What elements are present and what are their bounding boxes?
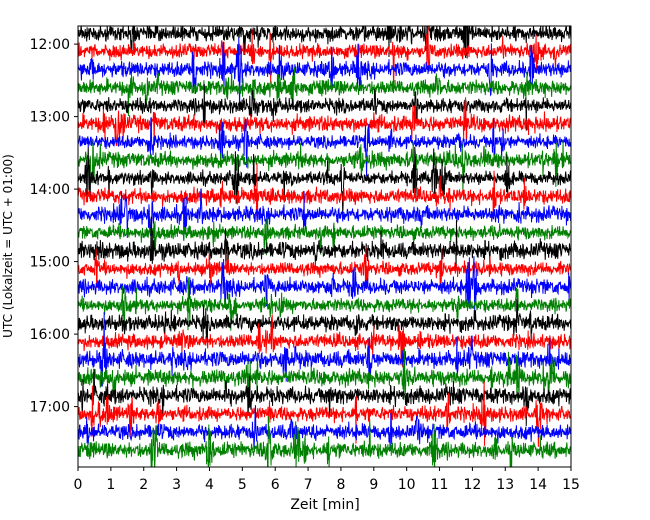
x-tick-label: 2 bbox=[139, 477, 148, 493]
y-tick-label: 13:00 bbox=[30, 110, 70, 126]
trace-line bbox=[78, 188, 571, 240]
trace-line bbox=[78, 216, 571, 270]
trace-line bbox=[78, 314, 571, 368]
trace-line bbox=[78, 368, 571, 427]
x-tick-label: 6 bbox=[271, 477, 280, 493]
x-tick-label: 8 bbox=[336, 477, 345, 493]
x-axis-label: Zeit [min] bbox=[290, 497, 359, 513]
y-tick-label: 14:00 bbox=[30, 182, 70, 198]
x-tick-label: 13 bbox=[496, 477, 514, 493]
x-tick-label: 10 bbox=[398, 477, 416, 493]
trace-line bbox=[78, 140, 571, 193]
traces-group bbox=[78, 26, 571, 467]
trace-line bbox=[78, 146, 571, 215]
trace-line bbox=[78, 381, 571, 447]
x-tick-label: 15 bbox=[562, 477, 580, 493]
x-tick-label: 9 bbox=[369, 477, 378, 493]
x-tick-label: 4 bbox=[205, 477, 214, 493]
x-tick-label: 11 bbox=[431, 477, 449, 493]
x-tick-label: 14 bbox=[529, 477, 547, 493]
trace-line bbox=[78, 299, 571, 346]
trace-line bbox=[78, 246, 571, 290]
x-tick-label: 5 bbox=[238, 477, 247, 493]
trace-line bbox=[78, 256, 571, 311]
trace-line bbox=[78, 37, 571, 111]
y-tick-label: 12:00 bbox=[30, 37, 70, 53]
trace-line bbox=[78, 83, 571, 131]
trace-line bbox=[78, 26, 571, 87]
trace-line bbox=[78, 405, 571, 452]
trace-line bbox=[78, 26, 571, 59]
plot-frame bbox=[77, 25, 572, 468]
trace-line bbox=[78, 67, 571, 117]
y-axis: 12:00 13:00 14:00 15:00 16:00 17:00 bbox=[30, 37, 78, 416]
y-axis-label: UTC (Lokalzeit = UTC + 01:00) bbox=[1, 154, 15, 338]
y-tick-label: 15:00 bbox=[30, 255, 70, 271]
y-tick-label: 17:00 bbox=[30, 400, 70, 416]
x-tick-label: 7 bbox=[304, 477, 313, 493]
x-tick-label: 12 bbox=[463, 477, 481, 493]
x-axis: 0 1 2 3 4 5 6 7 8 9 10 11 12 13 14 15 bbox=[74, 467, 580, 493]
trace-line bbox=[78, 416, 571, 467]
trace-line bbox=[78, 312, 571, 387]
trace-line bbox=[78, 216, 571, 256]
y-tick-label: 16:00 bbox=[30, 327, 70, 343]
x-tick-label: 0 bbox=[74, 477, 83, 493]
trace-line bbox=[78, 348, 571, 405]
trace-line bbox=[78, 97, 571, 146]
x-tick-label: 3 bbox=[172, 477, 181, 493]
trace-line bbox=[78, 163, 571, 222]
trace-line bbox=[78, 277, 571, 331]
x-tick-label: 1 bbox=[106, 477, 115, 493]
trace-line bbox=[78, 117, 571, 177]
